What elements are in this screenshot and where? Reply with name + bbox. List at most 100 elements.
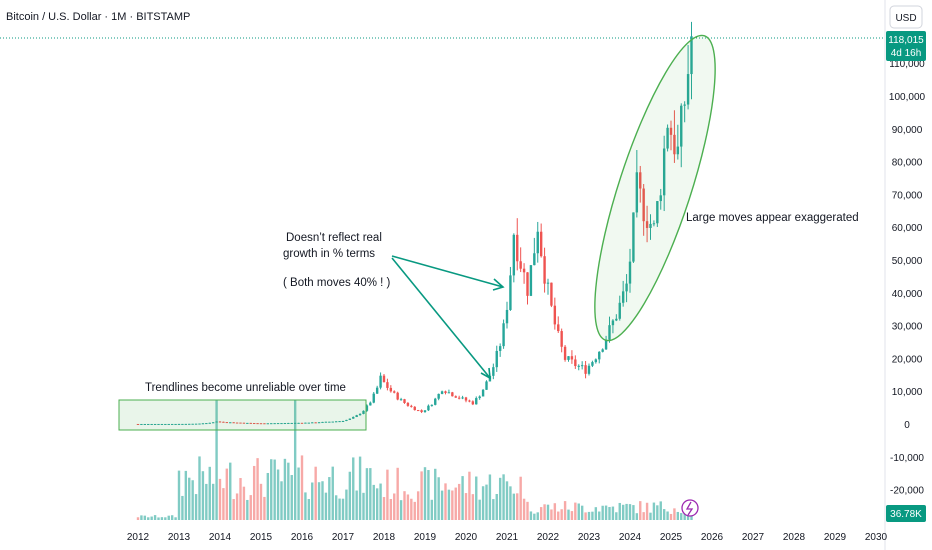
candle-body xyxy=(379,375,382,388)
volume-bar xyxy=(536,512,539,520)
volume-bar xyxy=(420,471,423,520)
candle-body xyxy=(215,421,218,423)
volume-bar xyxy=(232,499,235,520)
candle-body xyxy=(526,272,529,296)
candle-body xyxy=(382,375,386,383)
candle-body xyxy=(222,421,225,423)
candle-body xyxy=(652,223,656,225)
volume-bar xyxy=(147,517,150,520)
candle-body xyxy=(372,393,375,403)
candle-body xyxy=(287,422,290,424)
arrow-to-2021 xyxy=(391,255,505,291)
candle-body xyxy=(683,104,686,106)
candle-body xyxy=(266,423,270,425)
volume-bar xyxy=(153,515,157,520)
volume-bar xyxy=(632,505,635,520)
candle-body xyxy=(495,350,498,368)
candle-body xyxy=(352,417,355,419)
candle-body xyxy=(509,275,512,310)
candle-body xyxy=(437,393,440,399)
candle-body xyxy=(345,419,348,422)
volume-bar xyxy=(615,512,618,520)
y-tick-label: -10,000 xyxy=(890,453,924,464)
volume-bar xyxy=(365,468,369,520)
volume-bar xyxy=(205,483,208,520)
replay-icon[interactable] xyxy=(681,499,699,517)
highlight-ellipse[interactable] xyxy=(571,25,738,352)
volume-bar xyxy=(188,477,191,520)
volume-bar xyxy=(509,486,512,520)
y-tick-label: 110,000 xyxy=(889,59,925,70)
currency-label: USD xyxy=(895,13,916,24)
candle-body xyxy=(574,359,577,367)
candle-body xyxy=(550,282,553,306)
volume-bar xyxy=(451,490,454,520)
candle-body xyxy=(522,268,526,273)
arrow-to-2020 xyxy=(391,257,491,380)
chart-title: Bitcoin / U.S. Dollar · 1M · BITSTAMP xyxy=(6,11,190,23)
volume-bar xyxy=(471,494,475,520)
x-tick-label: 2013 xyxy=(168,532,191,543)
volume-bar xyxy=(464,493,468,520)
candle-body xyxy=(625,283,628,292)
candle-body xyxy=(393,391,396,393)
candle-body xyxy=(498,346,502,351)
volume-bar xyxy=(201,471,205,520)
candle-body xyxy=(690,36,693,75)
y-tick-label: 30,000 xyxy=(892,322,923,333)
y-tick-label: 60,000 xyxy=(892,223,923,234)
volume-bar xyxy=(669,513,673,520)
volume-bar xyxy=(468,471,471,520)
candle-body xyxy=(468,400,471,402)
volume-bar xyxy=(382,497,386,520)
candle-body xyxy=(543,256,546,284)
volume-bar xyxy=(498,477,502,520)
volume-bar xyxy=(266,472,270,520)
candle-body xyxy=(218,421,222,423)
x-tick-label: 2030 xyxy=(865,532,888,543)
volume-bar xyxy=(601,505,604,520)
volume-bar xyxy=(317,482,321,520)
candle-body xyxy=(416,410,420,412)
candle-body xyxy=(208,422,211,424)
candle-body xyxy=(181,423,184,425)
volume-bar xyxy=(273,459,276,520)
candle-body xyxy=(567,356,570,360)
volume-bar xyxy=(478,499,481,520)
volume-bar xyxy=(215,400,218,520)
volume-bar xyxy=(355,490,358,520)
candle-body xyxy=(621,291,625,303)
candle-body xyxy=(147,423,150,425)
candle-body xyxy=(188,423,191,425)
volume-bar xyxy=(184,470,188,520)
candle-body xyxy=(246,422,249,424)
volume-bar xyxy=(270,459,273,520)
candle-body xyxy=(434,398,437,405)
volume-bar xyxy=(680,513,683,520)
volume-bar xyxy=(263,496,266,520)
volume-bar xyxy=(157,517,160,520)
candle-body xyxy=(478,396,481,399)
volume-bar xyxy=(587,511,591,520)
candle-body xyxy=(252,423,256,425)
currency-button[interactable]: USD xyxy=(889,5,923,29)
volume-bar xyxy=(194,494,198,520)
x-tick-label: 2027 xyxy=(742,532,765,543)
candle-body xyxy=(355,415,358,418)
volume-bar xyxy=(639,501,642,520)
volume-bar xyxy=(430,499,434,520)
candle-body xyxy=(580,365,584,367)
y-tick-label: 50,000 xyxy=(892,256,923,267)
candle-body xyxy=(662,148,666,196)
volume-bar xyxy=(519,476,522,520)
candle-body xyxy=(410,405,413,407)
volume-bar xyxy=(389,498,393,520)
volume-bar xyxy=(304,492,307,520)
trendline-box[interactable] xyxy=(118,399,367,431)
volume-bar xyxy=(280,481,283,520)
y-tick-label: 0 xyxy=(904,420,910,431)
candle-body xyxy=(639,172,642,189)
candle-body xyxy=(505,309,509,324)
volume-bar xyxy=(553,503,557,520)
